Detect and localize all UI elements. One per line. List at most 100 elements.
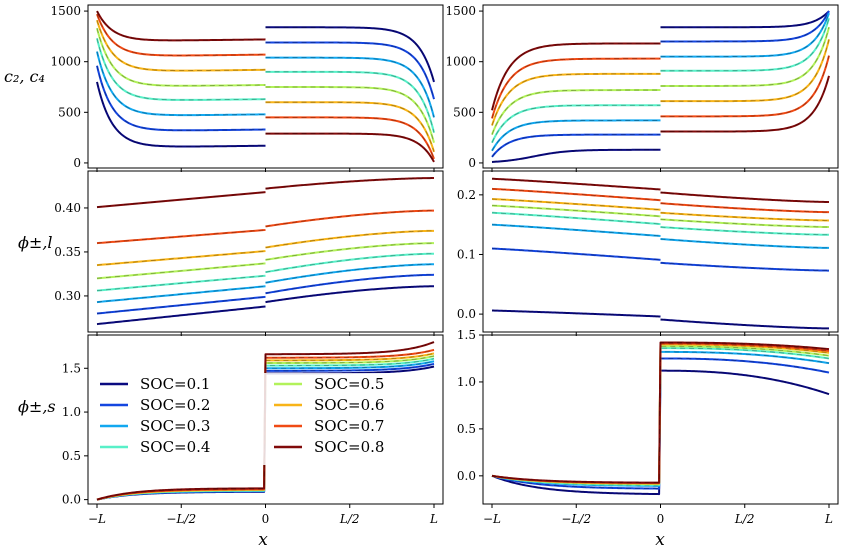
series-line-soc-1	[96, 26, 435, 148]
series-line-soc-6	[96, 229, 434, 267]
xlabel-right: x	[655, 530, 665, 549]
legend-label-soc-6: SOC=0.6	[314, 396, 384, 414]
series-line-soc-4	[96, 38, 435, 133]
x-tick-label: 0	[657, 512, 665, 526]
y-tick-label: 500	[453, 105, 476, 119]
series-line-soc-7	[491, 187, 830, 214]
series-layer	[96, 10, 830, 501]
y-tick-label: 0.5	[62, 449, 81, 463]
series-ref-soc-2	[96, 274, 435, 314]
series-line-soc-8	[491, 177, 830, 204]
y-tick-label: 0.0	[457, 307, 476, 321]
x-tick-label: −L	[483, 512, 501, 526]
series-line-soc-1	[491, 10, 830, 163]
series-ref-soc-4	[96, 38, 435, 133]
series-ref-soc-3	[96, 263, 435, 303]
series-line-soc-2	[96, 273, 435, 315]
series-ref-soc-1	[96, 26, 435, 147]
panel-phi-s-right	[491, 341, 830, 496]
series-ref-soc-4	[491, 212, 830, 236]
series-line-soc-5	[96, 242, 435, 280]
series-line-soc-5	[491, 204, 830, 229]
series-line-soc-6	[96, 19, 435, 153]
series-ref-soc-4	[96, 253, 435, 292]
series-line-soc-4	[491, 211, 830, 236]
y-tick-label: 0.0	[457, 469, 476, 483]
series-line-soc-8	[491, 42, 830, 133]
series-ref-soc-8	[96, 341, 435, 501]
series-line-soc-7	[96, 13, 435, 160]
panel-c-left	[96, 10, 435, 163]
y-tick-label: 500	[58, 105, 81, 119]
y-tick-label: 0.2	[457, 188, 476, 202]
series-ref-soc-2	[96, 42, 435, 131]
legend-background	[92, 373, 432, 465]
x-tick-label: L/2	[734, 512, 755, 526]
series-ref-soc-6	[491, 198, 830, 221]
series-line-soc-3	[491, 12, 830, 152]
series-ref-soc-7	[96, 210, 435, 244]
xlabel-left: x	[258, 530, 268, 549]
series-line-soc-4	[96, 252, 435, 292]
series-ref-soc-2	[491, 10, 830, 158]
series-ref-soc-8	[491, 43, 830, 132]
series-ref-soc-6	[491, 39, 830, 126]
legend-label-soc-7: SOC=0.7	[314, 417, 384, 435]
ylabel-c: c₂, c₄	[4, 67, 45, 86]
series-line-soc-8	[96, 177, 434, 209]
series-line-soc-1	[491, 309, 830, 330]
y-tick-label: 1.5	[457, 328, 476, 342]
labels-layer: 0 500 1000 1500 0 500 1000 1500 0.30 0.35 0.40 0.0 0…	[50, 4, 833, 526]
series-ref-soc-3	[96, 51, 435, 118]
y-tick-label: 0.0	[62, 493, 81, 507]
series-line-soc-3	[491, 223, 830, 249]
y-tick-label: 0.1	[457, 247, 476, 261]
x-tick-label: L	[824, 512, 833, 526]
x-tick-label: −L/2	[561, 512, 591, 526]
x-tick-label: L/2	[339, 512, 360, 526]
y-tick-label: 0.35	[54, 245, 81, 259]
series-line-soc-8	[96, 341, 435, 501]
y-tick-label: 0.30	[54, 289, 81, 303]
x-tick-label: −L/2	[166, 512, 196, 526]
y-tick-label: 0	[468, 156, 476, 170]
y-tick-label: 1.0	[62, 405, 81, 419]
series-line-soc-2	[96, 41, 435, 132]
series-ref-soc-3	[491, 12, 830, 151]
series-ref-soc-8	[96, 177, 434, 208]
series-line-soc-3	[96, 51, 435, 118]
series-ref-soc-5	[96, 242, 435, 279]
series-ref-soc-5	[491, 205, 830, 228]
x-tick-label: 0	[262, 512, 270, 526]
y-tick-label: 1.0	[457, 375, 476, 389]
series-line-soc-4	[491, 17, 830, 144]
axes-layer	[84, 4, 839, 508]
y-tick-label: 0.40	[54, 201, 81, 215]
series-ref-soc-7	[491, 55, 830, 119]
series-ref-soc-7	[491, 188, 830, 213]
y-tick-label: 1.5	[62, 361, 81, 375]
series-line-soc-7	[491, 55, 830, 119]
legend-label-soc-1: SOC=0.1	[140, 375, 210, 393]
series-line-soc-5	[96, 28, 435, 143]
series-ref-soc-2	[491, 248, 830, 271]
series-line-soc-6	[491, 198, 830, 222]
panel-phi-l-right	[491, 177, 830, 330]
series-ref-soc-8	[491, 178, 830, 203]
legend-label-soc-3: SOC=0.3	[140, 417, 210, 435]
series-ref-soc-5	[491, 27, 830, 135]
series-line-soc-2	[491, 10, 830, 158]
panel-c-right	[491, 10, 830, 163]
series-ref-soc-1	[491, 10, 830, 163]
legend-label-soc-4: SOC=0.4	[140, 438, 210, 456]
series-ref-soc-5	[96, 28, 435, 143]
legend-label-soc-2: SOC=0.2	[140, 396, 210, 414]
series-line-soc-6	[491, 39, 830, 126]
series-ref-soc-6	[96, 20, 435, 152]
series-ref-soc-8	[96, 10, 435, 163]
series-line-soc-7	[96, 209, 435, 245]
series-ref-soc-1	[96, 285, 435, 325]
series-ref-soc-8	[491, 342, 830, 484]
series-line-soc-1	[96, 285, 435, 326]
